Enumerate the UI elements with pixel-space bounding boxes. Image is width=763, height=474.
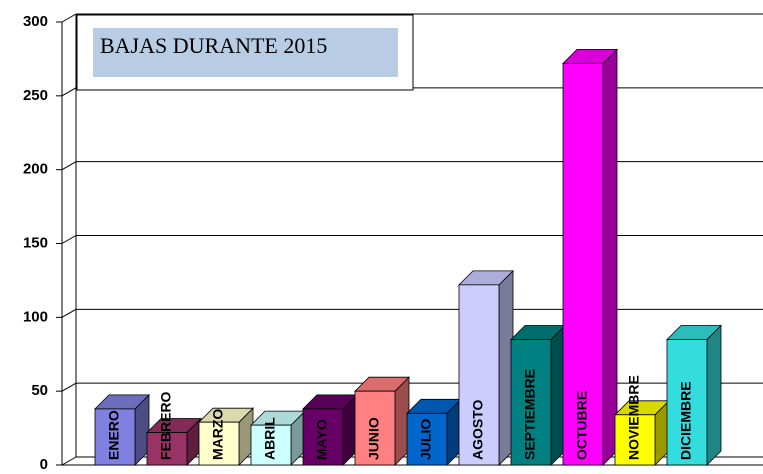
bar: [458, 284, 500, 466]
category-label: OCTUBRE: [574, 391, 590, 460]
bar-side: [706, 324, 722, 466]
y-tick-label: 250: [23, 87, 48, 104]
category-label: AGOSTO: [470, 399, 486, 460]
grid-line-side: [61, 161, 77, 171]
bar: [666, 339, 708, 466]
y-tick-label: 150: [23, 234, 48, 251]
grid-line-side: [61, 13, 77, 23]
category-label: ABRIL: [262, 417, 278, 460]
bar: [510, 339, 552, 466]
bar: [562, 62, 604, 466]
y-tick-label: 300: [23, 13, 48, 30]
title-fill: [93, 28, 398, 77]
grid-line-side: [61, 308, 77, 318]
bar: [94, 408, 136, 466]
category-label: MAYO: [314, 419, 330, 460]
category-label: NOVIEMBRE: [626, 375, 642, 460]
chart-title: BAJAS DURANTE 2015: [100, 33, 327, 58]
grid-line-side: [61, 87, 77, 97]
category-label: JUNIO: [366, 417, 382, 460]
bar: [614, 414, 656, 466]
y-tick-label: 50: [31, 382, 48, 399]
bar: [302, 408, 344, 466]
y-tick-label: 100: [23, 308, 48, 325]
grid-line-side: [61, 235, 77, 244]
grid-line-side: [61, 382, 77, 392]
category-label: ENERO: [106, 410, 122, 460]
category-label: DICIEMBRE: [678, 381, 694, 460]
bar: [354, 390, 396, 466]
category-label: MARZO: [210, 409, 226, 460]
grid-line-side: [61, 456, 77, 466]
y-tick-label: 200: [23, 161, 48, 178]
category-label: SEPTIEMBRE: [522, 369, 538, 460]
bar: [406, 412, 448, 466]
category-label: FEBRERO: [158, 391, 174, 460]
bar-side: [602, 48, 618, 466]
bar: [198, 421, 240, 466]
bar: [146, 432, 188, 466]
y-tick-label: 0: [40, 456, 48, 473]
category-label: JULIO: [418, 419, 434, 460]
bar: [250, 424, 292, 466]
